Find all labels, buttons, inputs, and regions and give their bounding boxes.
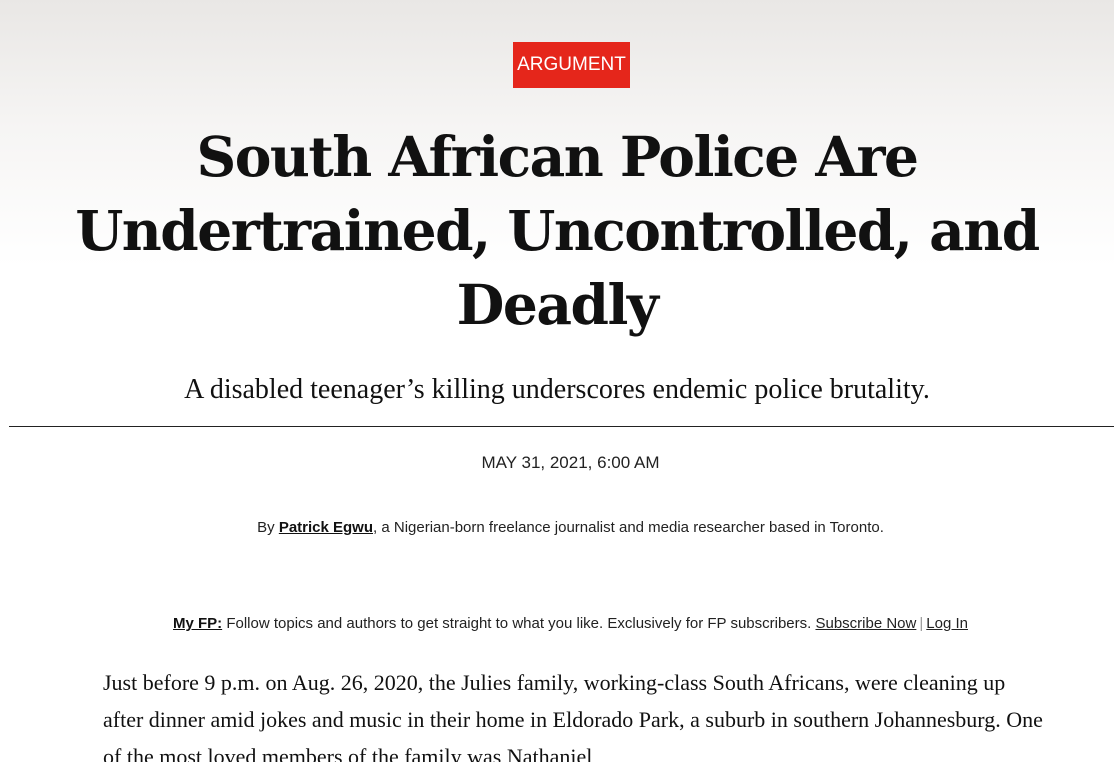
category-badge[interactable]: ARGUMENT <box>513 42 630 88</box>
author-link[interactable]: Patrick Egwu <box>278 519 374 536</box>
myfp-promo: My FP: Follow topics and authors to get … <box>0 614 1114 634</box>
login-link[interactable]: Log In <box>926 615 968 632</box>
article-body-paragraph: Just before 9 p.m. on Aug. 26, 2020, the… <box>103 670 1043 762</box>
byline-prefix: By <box>257 519 279 536</box>
article-subheadline: A disabled teenager’s killing underscore… <box>184 374 930 405</box>
publish-date: MAY 31, 2021, 6:00 AM <box>481 453 660 472</box>
header-divider <box>9 426 1114 427</box>
myfp-text: Follow topics and authors to get straigh… <box>222 615 816 632</box>
link-separator: | <box>919 615 924 632</box>
myfp-label[interactable]: My FP: <box>172 615 223 632</box>
byline: By Patrick Egwu, a Nigerian-born freelan… <box>0 518 1114 538</box>
subscribe-link[interactable]: Subscribe Now <box>815 615 917 632</box>
author-description: , a Nigerian-born freelance journalist a… <box>373 519 884 536</box>
article-headline: South African Police Are Undertrained, U… <box>75 124 1040 337</box>
